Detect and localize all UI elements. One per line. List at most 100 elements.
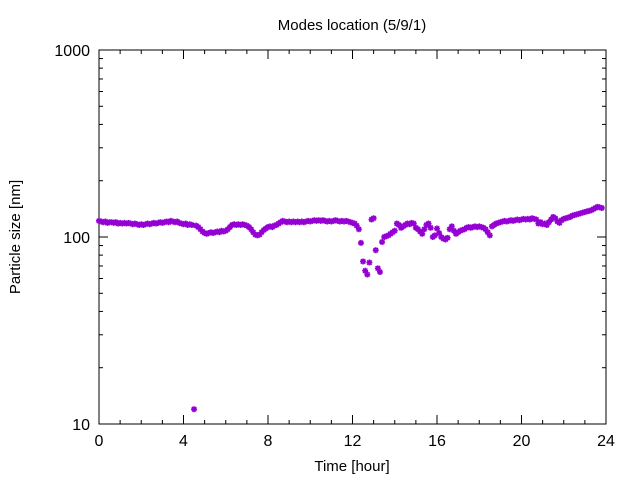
data-point bbox=[444, 234, 451, 241]
data-point bbox=[379, 239, 386, 246]
data-point-marker bbox=[250, 229, 257, 236]
data-point-marker bbox=[191, 406, 198, 413]
data-point-marker bbox=[372, 247, 379, 254]
data-point bbox=[431, 232, 438, 239]
y-tick-label: 100 bbox=[63, 230, 90, 247]
data-point-marker bbox=[391, 227, 398, 234]
data-point bbox=[484, 229, 491, 236]
x-tick-label: 4 bbox=[179, 433, 188, 450]
data-point bbox=[482, 226, 489, 233]
data-point-marker bbox=[355, 226, 362, 233]
y-tick-label: 1000 bbox=[54, 43, 90, 60]
x-tick-label: 20 bbox=[513, 433, 531, 450]
data-point-marker bbox=[482, 226, 489, 233]
data-points bbox=[96, 203, 605, 413]
data-point-marker bbox=[366, 259, 373, 266]
plot-frame bbox=[98, 49, 607, 425]
data-point-marker bbox=[421, 226, 428, 233]
data-point bbox=[427, 224, 434, 231]
data-point bbox=[188, 221, 195, 228]
data-point-marker bbox=[431, 232, 438, 239]
data-point-marker bbox=[543, 221, 550, 228]
data-point-marker bbox=[434, 225, 440, 232]
data-point bbox=[421, 226, 428, 233]
data-point bbox=[353, 222, 360, 229]
data-point bbox=[417, 228, 424, 235]
x-tick-label: 24 bbox=[597, 433, 615, 450]
x-tick-label: 0 bbox=[95, 433, 104, 450]
data-point bbox=[391, 227, 398, 234]
data-point-marker bbox=[417, 228, 424, 235]
data-point bbox=[355, 226, 362, 233]
data-point bbox=[556, 219, 563, 226]
data-point bbox=[374, 265, 381, 272]
data-point-marker bbox=[362, 267, 369, 274]
data-point-marker bbox=[256, 231, 263, 238]
data-point bbox=[543, 221, 550, 228]
data-point bbox=[448, 223, 455, 230]
data-point-marker bbox=[484, 229, 491, 236]
data-point bbox=[376, 268, 383, 275]
data-point bbox=[256, 231, 263, 238]
data-point-marker bbox=[440, 235, 447, 242]
x-tick-label: 16 bbox=[428, 433, 446, 450]
data-point-marker bbox=[379, 239, 386, 246]
axis-ticks: 0 4 8 12 16 20 24 10 100 1000 bbox=[54, 43, 615, 450]
data-point-marker bbox=[448, 223, 455, 230]
data-point-marker bbox=[364, 271, 371, 278]
x-axis-title: Time [hour] bbox=[314, 458, 389, 475]
data-point-marker bbox=[383, 233, 390, 240]
data-point-marker bbox=[598, 204, 605, 211]
data-point-marker bbox=[395, 221, 402, 228]
data-point bbox=[598, 204, 605, 211]
data-point-marker bbox=[533, 216, 540, 223]
data-point bbox=[395, 221, 402, 228]
data-point-marker bbox=[486, 232, 493, 239]
data-point-marker bbox=[446, 226, 453, 233]
data-point bbox=[440, 235, 447, 242]
data-point-marker bbox=[450, 227, 457, 234]
data-point-marker bbox=[374, 265, 381, 272]
data-point bbox=[248, 226, 255, 233]
data-point bbox=[362, 267, 369, 274]
data-point bbox=[434, 225, 440, 232]
data-point bbox=[410, 220, 417, 227]
chart-title: Modes location (5/9/1) bbox=[278, 17, 426, 34]
data-point bbox=[545, 219, 552, 226]
data-point bbox=[360, 258, 367, 265]
data-point-marker bbox=[556, 219, 563, 226]
data-point-marker bbox=[410, 220, 417, 227]
y-axis-title: Particle size [nm] bbox=[7, 180, 24, 294]
data-point-marker bbox=[188, 221, 195, 228]
data-point bbox=[383, 233, 390, 240]
data-point-marker bbox=[376, 268, 383, 275]
data-point-marker bbox=[436, 230, 443, 237]
data-point-marker bbox=[357, 239, 364, 246]
data-point bbox=[486, 232, 493, 239]
data-point-marker bbox=[552, 215, 559, 222]
data-point-marker bbox=[360, 258, 367, 265]
data-point-marker bbox=[425, 220, 432, 227]
data-point bbox=[425, 220, 432, 227]
data-point-marker bbox=[545, 219, 552, 226]
data-point bbox=[250, 229, 257, 236]
data-point bbox=[357, 239, 364, 246]
data-point bbox=[364, 271, 371, 278]
data-point-marker bbox=[248, 226, 255, 233]
data-point-marker bbox=[427, 224, 434, 231]
data-point bbox=[552, 215, 559, 222]
data-point bbox=[370, 215, 377, 222]
y-tick-label: 10 bbox=[72, 417, 90, 434]
data-point-marker bbox=[381, 234, 388, 240]
x-tick-label: 12 bbox=[344, 433, 362, 450]
data-point bbox=[191, 406, 198, 413]
data-point bbox=[381, 234, 388, 240]
data-point bbox=[450, 227, 457, 234]
x-tick-label: 8 bbox=[264, 433, 273, 450]
data-point-marker bbox=[353, 222, 360, 229]
data-point-marker bbox=[419, 230, 426, 237]
data-point bbox=[446, 226, 453, 233]
data-point bbox=[436, 230, 443, 237]
